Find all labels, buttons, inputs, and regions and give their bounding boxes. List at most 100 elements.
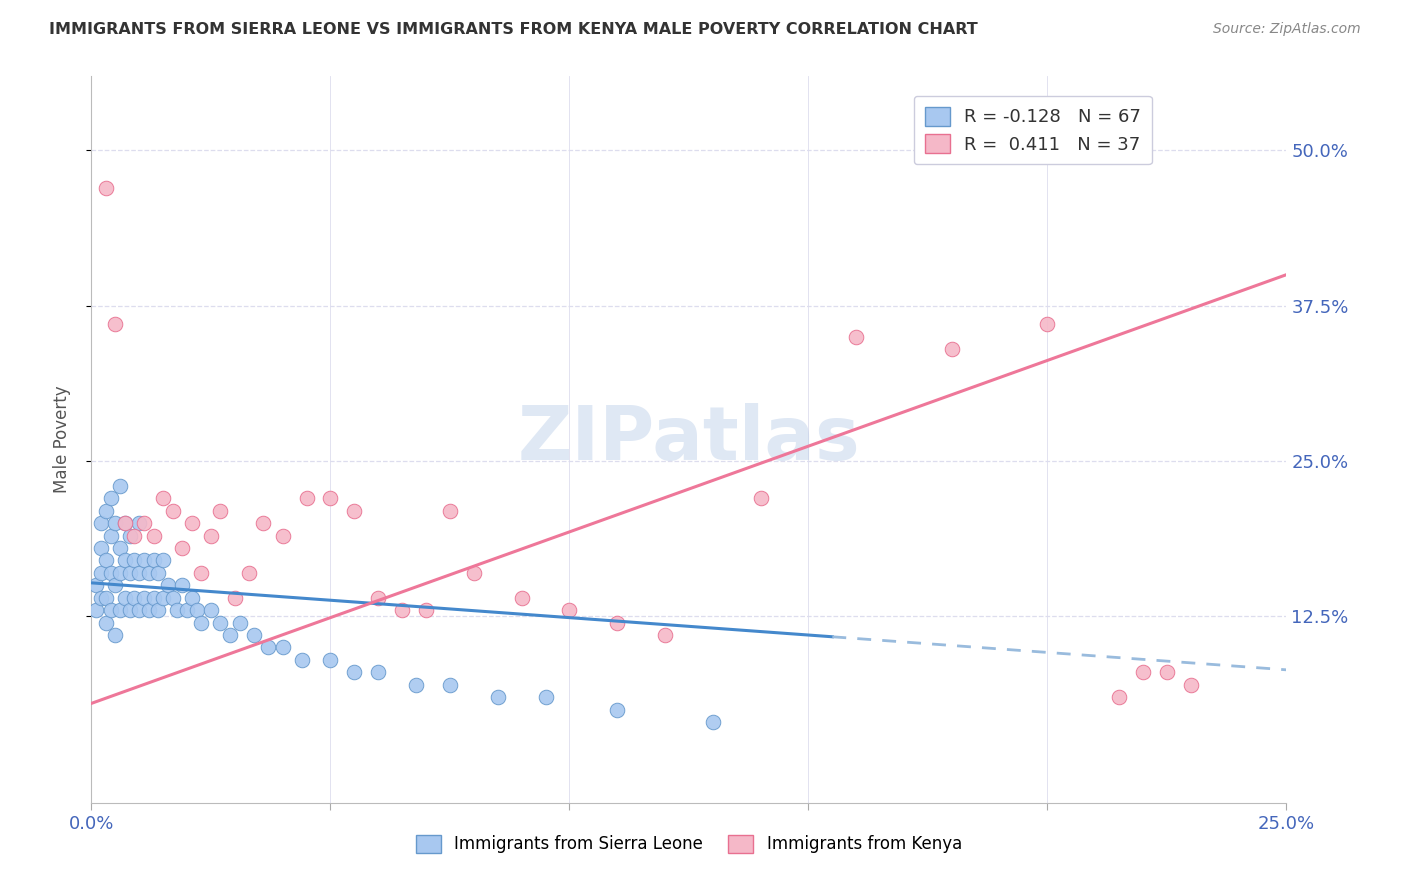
Point: [104, 516, 127, 531]
Point: [200, 528, 222, 542]
Point: [343, 665, 366, 680]
Point: [1036, 318, 1059, 332]
Point: [124, 528, 146, 542]
Point: [90, 541, 112, 555]
Point: [486, 690, 509, 705]
Point: [118, 603, 141, 617]
Point: [94, 180, 117, 194]
Point: [291, 653, 314, 667]
Point: [190, 615, 212, 630]
Point: [172, 541, 194, 555]
Point: [138, 603, 160, 617]
Point: [162, 591, 184, 605]
Point: [148, 566, 170, 580]
Point: [845, 330, 868, 344]
Point: [463, 566, 485, 580]
Point: [100, 566, 122, 580]
Point: [1180, 678, 1202, 692]
Y-axis label: Male Poverty: Male Poverty: [52, 385, 70, 493]
Point: [200, 603, 222, 617]
Point: [319, 653, 342, 667]
Point: [156, 578, 179, 592]
Point: [108, 541, 131, 555]
Point: [702, 714, 724, 729]
Point: [128, 603, 150, 617]
Point: [104, 318, 127, 332]
Point: [162, 504, 184, 518]
Point: [152, 591, 174, 605]
Point: [367, 591, 389, 605]
Point: [367, 665, 389, 680]
Point: [94, 504, 117, 518]
Point: [124, 553, 146, 567]
Point: [142, 553, 165, 567]
Point: [104, 628, 127, 642]
Point: [190, 566, 212, 580]
Point: [124, 591, 146, 605]
Point: [391, 603, 413, 617]
Point: [228, 615, 250, 630]
Legend: Immigrants from Sierra Leone, Immigrants from Kenya: Immigrants from Sierra Leone, Immigrants…: [409, 828, 969, 860]
Point: [84, 578, 107, 592]
Point: [252, 516, 274, 531]
Point: [104, 578, 127, 592]
Point: [606, 703, 628, 717]
Point: [1108, 690, 1130, 705]
Point: [209, 615, 232, 630]
Point: [415, 603, 437, 617]
Point: [224, 591, 246, 605]
Point: [439, 678, 461, 692]
Point: [186, 603, 208, 617]
Point: [749, 491, 772, 506]
Point: [295, 491, 318, 506]
Point: [128, 516, 150, 531]
Point: [132, 516, 155, 531]
Point: [243, 628, 266, 642]
Point: [108, 479, 131, 493]
Point: [94, 553, 117, 567]
Point: [142, 528, 165, 542]
Point: [84, 603, 107, 617]
Point: [180, 591, 202, 605]
Point: [166, 603, 188, 617]
Point: [90, 591, 112, 605]
Point: [114, 516, 136, 531]
Point: [209, 504, 232, 518]
Text: IMMIGRANTS FROM SIERRA LEONE VS IMMIGRANTS FROM KENYA MALE POVERTY CORRELATION C: IMMIGRANTS FROM SIERRA LEONE VS IMMIGRAN…: [49, 22, 979, 37]
Point: [94, 615, 117, 630]
Point: [172, 578, 194, 592]
Point: [257, 640, 280, 655]
Point: [118, 528, 141, 542]
Point: [114, 553, 136, 567]
Point: [558, 603, 581, 617]
Point: [108, 566, 131, 580]
Point: [439, 504, 461, 518]
Point: [118, 566, 141, 580]
Point: [108, 603, 131, 617]
Point: [271, 640, 294, 655]
Point: [138, 566, 160, 580]
Point: [180, 516, 202, 531]
Point: [128, 566, 150, 580]
Point: [534, 690, 557, 705]
Point: [176, 603, 198, 617]
Point: [319, 491, 342, 506]
Point: [90, 566, 112, 580]
Point: [510, 591, 533, 605]
Point: [152, 553, 174, 567]
Point: [132, 553, 155, 567]
Point: [100, 491, 122, 506]
Point: [1132, 665, 1154, 680]
Point: [114, 591, 136, 605]
Point: [148, 603, 170, 617]
Point: [271, 528, 294, 542]
Text: Source: ZipAtlas.com: Source: ZipAtlas.com: [1213, 22, 1361, 37]
Point: [219, 628, 242, 642]
Point: [114, 516, 136, 531]
Point: [132, 591, 155, 605]
Point: [152, 491, 174, 506]
Point: [343, 504, 366, 518]
Text: ZIPatlas: ZIPatlas: [517, 403, 860, 475]
Point: [941, 342, 963, 356]
Point: [238, 566, 260, 580]
